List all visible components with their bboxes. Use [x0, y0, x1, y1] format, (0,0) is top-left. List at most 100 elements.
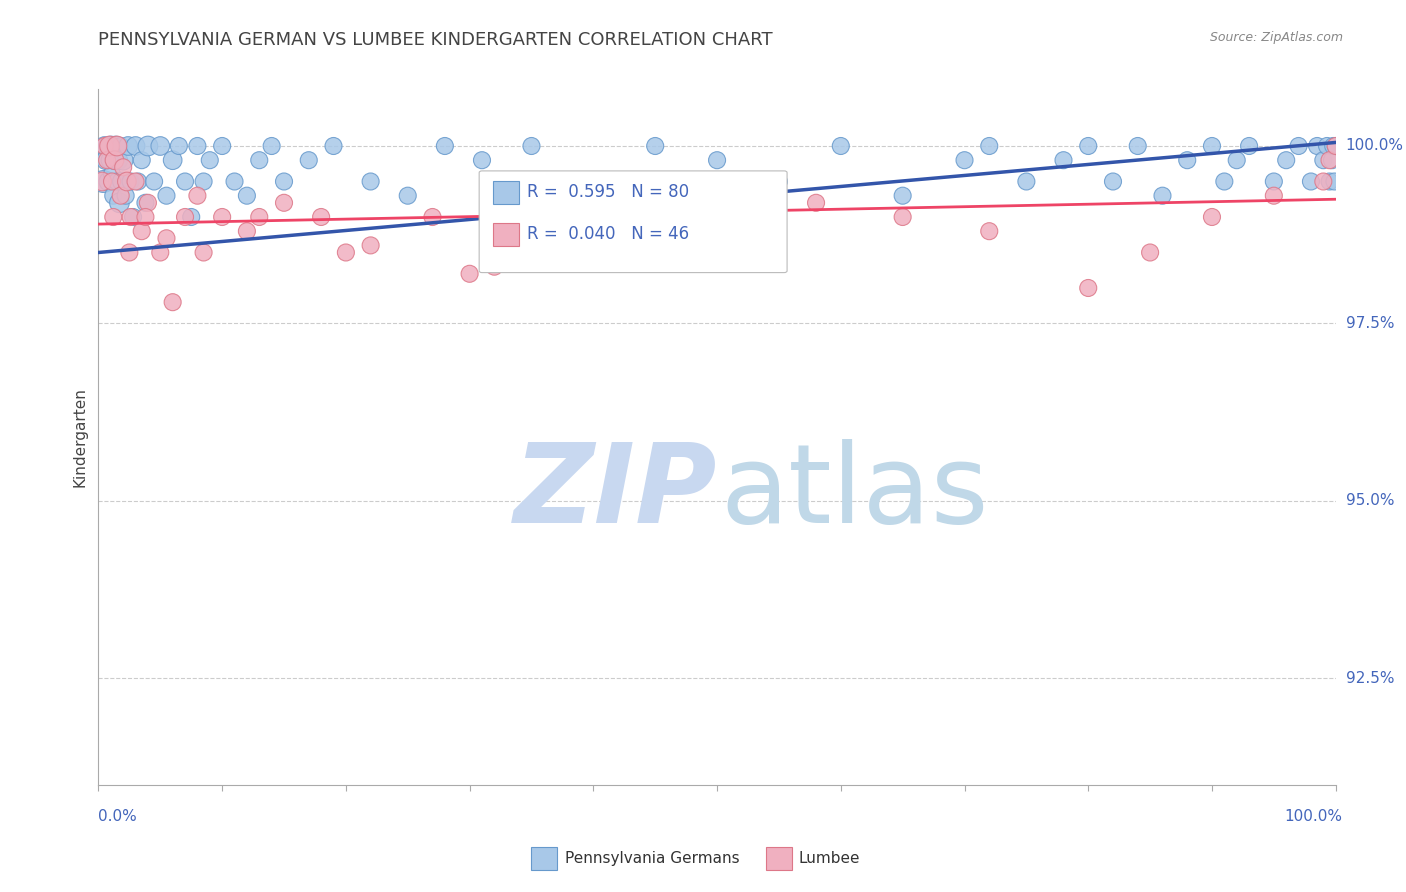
Point [1077, 281, 1099, 295]
Point [979, 224, 1001, 238]
Point [193, 174, 215, 188]
Point [93, 139, 115, 153]
Point [96, 153, 118, 168]
Point [98, 139, 121, 153]
Point [360, 174, 382, 188]
Point [273, 174, 295, 188]
Point [127, 174, 149, 188]
Point [174, 174, 197, 188]
Point [101, 168, 124, 182]
Point [891, 188, 914, 202]
Point [557, 210, 579, 224]
Point [891, 210, 914, 224]
Point [484, 260, 506, 274]
Point [149, 245, 172, 260]
Point [1077, 139, 1099, 153]
Point [247, 153, 270, 168]
Point [115, 174, 138, 188]
Point [108, 195, 131, 210]
Point [236, 188, 259, 202]
Point [422, 210, 444, 224]
Point [273, 195, 295, 210]
Point [103, 188, 125, 202]
Point [1201, 139, 1223, 153]
Point [162, 295, 184, 310]
Text: atlas: atlas [721, 439, 990, 546]
Point [93, 174, 115, 188]
Point [1237, 139, 1260, 153]
Point [1322, 139, 1344, 153]
Point [174, 210, 197, 224]
Point [979, 139, 1001, 153]
Point [1201, 210, 1223, 224]
Point [114, 188, 136, 202]
Point [247, 210, 270, 224]
Point [224, 174, 246, 188]
Text: 0.0%: 0.0% [98, 809, 138, 823]
Point [953, 153, 976, 168]
Point [134, 210, 156, 224]
Point [120, 174, 142, 188]
Point [309, 210, 332, 224]
Point [198, 153, 221, 168]
Point [768, 174, 790, 188]
Point [1320, 153, 1343, 168]
Point [1323, 174, 1346, 188]
Point [211, 139, 233, 153]
Point [124, 174, 146, 188]
Text: 92.5%: 92.5% [1346, 671, 1393, 686]
Point [149, 139, 172, 153]
Point [520, 139, 543, 153]
Point [134, 195, 156, 210]
Point [1015, 174, 1038, 188]
Point [1139, 245, 1161, 260]
Point [582, 174, 605, 188]
Point [731, 174, 754, 188]
Point [93, 139, 115, 153]
Point [322, 139, 344, 153]
Point [360, 238, 382, 252]
Point [131, 153, 153, 168]
Point [105, 174, 128, 188]
Point [94, 153, 117, 168]
Point [110, 188, 132, 202]
Point [433, 139, 456, 153]
Point [1319, 174, 1341, 188]
Point [105, 139, 128, 153]
Point [100, 139, 122, 153]
Text: R =  0.040   N = 46: R = 0.040 N = 46 [527, 226, 689, 244]
Point [131, 224, 153, 238]
Point [122, 210, 145, 224]
Point [1288, 139, 1310, 153]
Point [120, 210, 142, 224]
Point [335, 245, 357, 260]
Point [136, 195, 159, 210]
Point [1319, 153, 1341, 168]
Point [1316, 139, 1339, 153]
Point [186, 139, 208, 153]
Point [96, 139, 118, 153]
Point [193, 245, 215, 260]
Point [167, 139, 190, 153]
Point [1306, 139, 1329, 153]
Point [1263, 174, 1285, 188]
Point [644, 224, 666, 238]
Point [180, 210, 202, 224]
Point [136, 139, 159, 153]
Text: 100.0%: 100.0% [1285, 809, 1343, 823]
Point [458, 267, 481, 281]
Point [1213, 174, 1236, 188]
Point [1299, 174, 1322, 188]
Point [1126, 139, 1149, 153]
Point [110, 139, 132, 153]
Point [98, 153, 121, 168]
Point [1324, 139, 1347, 153]
Point [1312, 174, 1334, 188]
Point [155, 188, 177, 202]
Point [104, 139, 127, 153]
Point [644, 139, 666, 153]
Point [396, 188, 419, 202]
Text: Pennsylvania Germans: Pennsylvania Germans [565, 851, 740, 865]
Text: Lumbee: Lumbee [799, 851, 860, 865]
Point [1152, 188, 1174, 202]
